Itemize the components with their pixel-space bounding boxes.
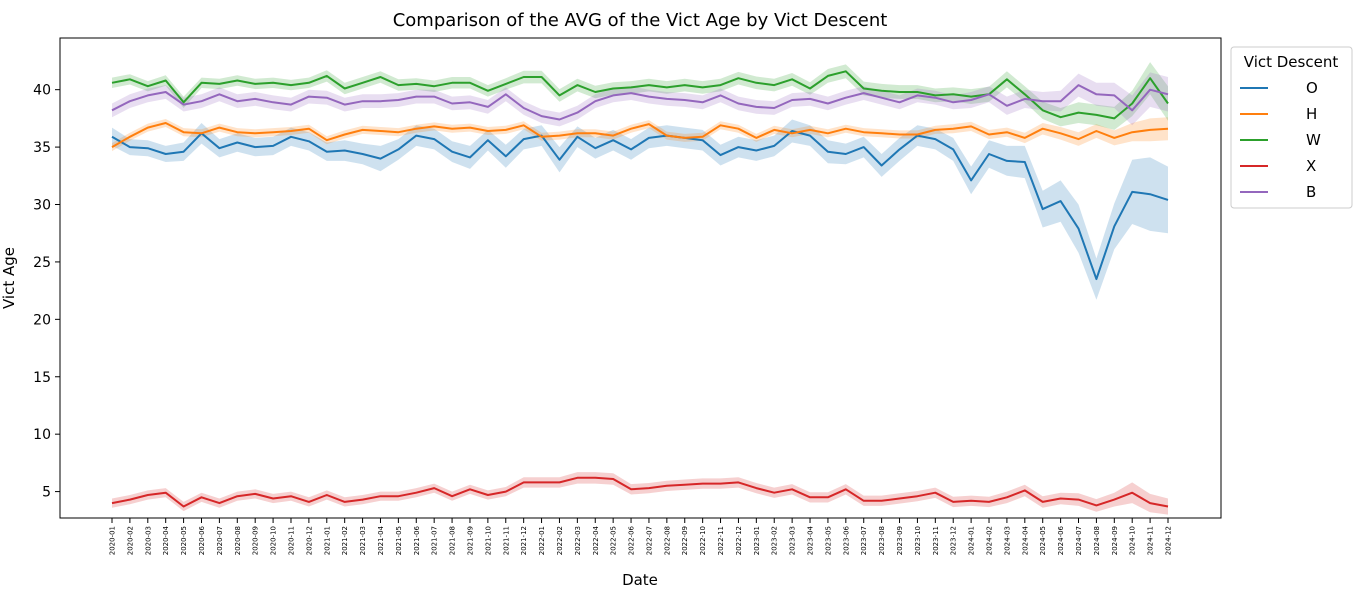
x-tick-label: 2021-08 (449, 526, 457, 555)
x-tick-label: 2020-09 (252, 526, 260, 555)
x-tick-label: 2021-10 (484, 526, 492, 555)
x-tick-label: 2022-03 (574, 526, 582, 555)
series-lines (111, 70, 1169, 508)
x-tick-label: 2022-07 (645, 526, 653, 555)
x-tick-label: 2021-09 (466, 526, 474, 555)
x-tick-label: 2022-06 (628, 525, 636, 555)
x-tick-label: 2024-06 (1057, 525, 1065, 555)
y-tick-label: 40 (33, 83, 51, 99)
x-tick-label: 2023-08 (878, 526, 886, 555)
chart-title: Comparison of the AVG of the Vict Age by… (393, 10, 888, 31)
x-tick-label: 2020-07 (216, 526, 224, 555)
x-tick-label: 2022-11 (717, 526, 725, 555)
x-tick-label: 2023-02 (771, 526, 779, 555)
band-h (112, 117, 1168, 152)
x-tick-label: 2021-02 (341, 526, 349, 555)
x-tick-label: 2024-09 (1111, 526, 1119, 555)
x-tick-label: 2023-05 (824, 526, 832, 555)
legend-title: Vict Descent (1244, 53, 1339, 71)
x-tick-label: 2023-06 (842, 525, 850, 555)
x-tick-label: 2022-04 (592, 525, 600, 555)
band-o (112, 119, 1168, 300)
x-tick-label: 2021-07 (431, 526, 439, 555)
x-tick-label: 2024-07 (1075, 526, 1083, 555)
band-x (112, 472, 1168, 515)
y-tick-label: 35 (33, 140, 51, 156)
x-tick-label: 2024-04 (1021, 525, 1029, 555)
x-tick-label: 2024-08 (1093, 526, 1101, 555)
legend-label-o: O (1306, 79, 1318, 97)
x-tick-label: 2020-04 (162, 525, 170, 555)
x-tick-label: 2021-05 (395, 526, 403, 555)
x-tick-label: 2021-04 (377, 525, 385, 555)
legend-label-h: H (1306, 105, 1317, 123)
y-axis: 5 10 15 20 25 30 35 40 (33, 83, 60, 501)
x-tick-label: 2024-10 (1129, 526, 1137, 555)
y-tick-label: 20 (33, 312, 51, 328)
series-line-b (111, 84, 1169, 121)
band-b (112, 72, 1168, 127)
x-tick-label: 2022-02 (556, 526, 564, 555)
x-tick-label: 2020-08 (234, 526, 242, 555)
x-tick-label: 2021-11 (502, 526, 510, 555)
x-tick-label: 2021-01 (323, 526, 331, 555)
y-tick-label: 25 (33, 255, 51, 271)
x-tick-label: 2020-10 (270, 526, 278, 555)
legend-label-x: X (1306, 157, 1316, 175)
x-tick-label: 2023-03 (789, 526, 797, 555)
x-tick-label: 2024-12 (1165, 526, 1173, 555)
y-tick-label: 15 (33, 370, 51, 386)
x-tick-label: 2020-01 (109, 526, 117, 555)
x-tick-label: 2022-01 (538, 526, 546, 555)
y-axis-title: Vict Age (0, 247, 18, 309)
y-tick-label: 10 (33, 427, 51, 443)
x-tick-label: 2024-05 (1039, 526, 1047, 555)
x-tick-label: 2020-02 (126, 526, 134, 555)
x-tick-label: 2020-11 (287, 526, 295, 555)
x-tick-label: 2022-09 (681, 526, 689, 555)
x-tick-label: 2020-06 (198, 525, 206, 555)
series-line-o (111, 130, 1169, 281)
x-axis-title: Date (622, 571, 658, 589)
x-tick-label: 2023-09 (896, 526, 904, 555)
x-tick-label: 2023-12 (950, 526, 958, 555)
x-axis: 2020-01 2020-02 2020-03 2020-04 2020-05 2020-… (109, 518, 1173, 555)
x-tick-label: 2024-02 (986, 526, 994, 555)
x-tick-label: 2024-03 (1003, 526, 1011, 555)
x-tick-label: 2023-07 (860, 526, 868, 555)
x-tick-label: 2023-01 (753, 526, 761, 555)
legend-label-b: B (1306, 183, 1316, 201)
x-tick-label: 2023-10 (914, 526, 922, 555)
series-line-h (111, 122, 1169, 148)
y-tick-label: 5 (42, 485, 51, 501)
confidence-bands (112, 62, 1168, 515)
x-tick-label: 2022-05 (610, 526, 618, 555)
x-tick-label: 2022-08 (663, 526, 671, 555)
x-tick-label: 2023-04 (807, 525, 815, 555)
plot-area-frame (59, 37, 1222, 519)
series-line-w (111, 70, 1169, 120)
x-tick-label: 2024-01 (968, 526, 976, 555)
legend-box (1230, 46, 1353, 209)
x-tick-label: 2024-11 (1147, 526, 1155, 555)
x-tick-label: 2021-06 (413, 525, 421, 555)
x-tick-label: 2020-05 (180, 526, 188, 555)
y-tick-label: 30 (33, 198, 51, 214)
x-tick-label: 2021-12 (520, 526, 528, 555)
x-tick-label: 2023-11 (932, 526, 940, 555)
legend-label-w: W (1306, 131, 1321, 149)
series-line-x (111, 476, 1169, 508)
x-tick-label: 2022-10 (699, 526, 707, 555)
x-tick-label: 2020-03 (144, 526, 152, 555)
x-tick-label: 2020-12 (305, 526, 313, 555)
x-tick-label: 2021-03 (359, 526, 367, 555)
x-tick-label: 2022-12 (735, 526, 743, 555)
